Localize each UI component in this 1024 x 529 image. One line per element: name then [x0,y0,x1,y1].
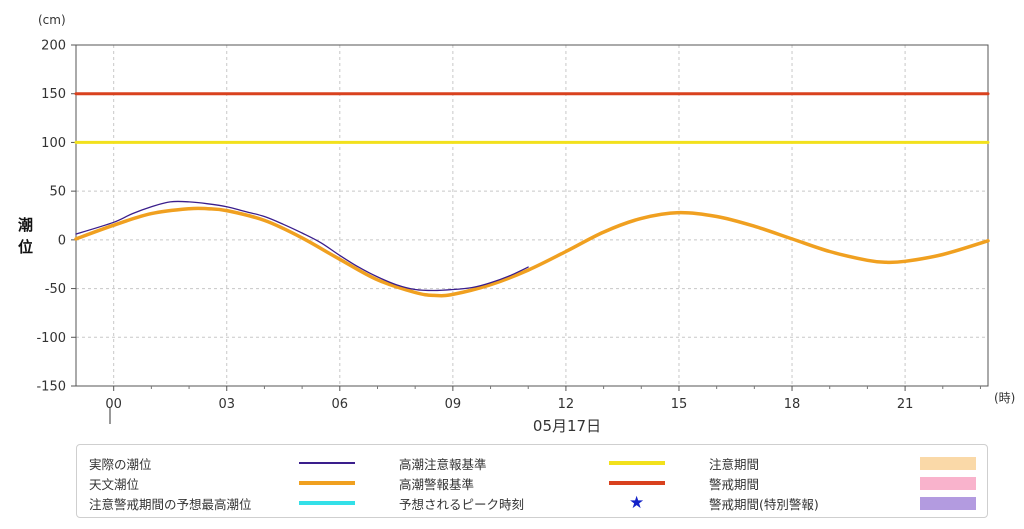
y-axis-title: 潮位 [18,216,33,256]
x-tick-label: 00 [105,397,122,412]
legend-swatch-line [609,481,665,485]
x-tick-label: 12 [558,397,575,412]
legend-swatch-line [609,461,665,465]
star-icon: ★ [629,493,645,513]
legend-label: 実際の潮位 [89,457,152,472]
x-tick-label: 15 [671,397,688,412]
legend-swatch-box [920,497,976,510]
legend-label: 警戒期間(特別警報) [709,497,819,512]
y-tick-label: 200 [41,39,66,54]
legend-swatch-box [920,477,976,490]
date-label: 05月17日 [533,417,601,435]
axis-ticks: 200 150 100 50 0 -50 -100 -150 00 03 06 09 12 15 18 21 [36,39,981,412]
y-tick-label: -100 [36,331,66,346]
series-line-実際の潮位 [75,200,529,292]
y-tick-label: 100 [41,136,66,151]
legend-swatch-box [920,457,976,470]
legend-swatch-line [299,481,355,485]
legend-label: 警戒期間 [709,477,760,492]
series-group [74,92,990,298]
y-tick-label: -50 [45,282,66,297]
legend-label: 高潮警報基準 [399,477,475,492]
x-tick-label: 06 [332,397,349,412]
legend-swatch-line [299,462,355,464]
x-tick-label: 09 [445,397,462,412]
x-unit-label: (時) [994,391,1015,405]
x-tick-label: 18 [784,397,801,412]
y-tick-label: 0 [58,233,66,248]
y-tick-label: 150 [41,87,66,102]
plot-frame [75,44,989,387]
y-unit-label: (cm) [38,13,66,27]
legend-label: 注意警戒期間の予想最高潮位 [89,497,252,512]
legend-label: 高潮注意報基準 [399,457,487,472]
legend-swatch-line [299,501,355,505]
x-tick-label: 03 [218,397,235,412]
legend-label: 天文潮位 [89,477,140,492]
legend-label: 注意期間 [709,457,760,472]
y-tick-label: 50 [49,185,66,200]
grid-lines [76,45,988,386]
legend: 実際の潮位 高潮注意報基準 注意期間天文潮位 高潮警報基準 警戒期間注意警戒期間の予想最… [76,444,988,518]
y-tick-label: -150 [36,380,66,395]
series-line-天文潮位 [74,206,990,298]
legend-label: 予想されるピーク時刻 [399,497,525,512]
x-tick-label: 21 [897,397,914,412]
